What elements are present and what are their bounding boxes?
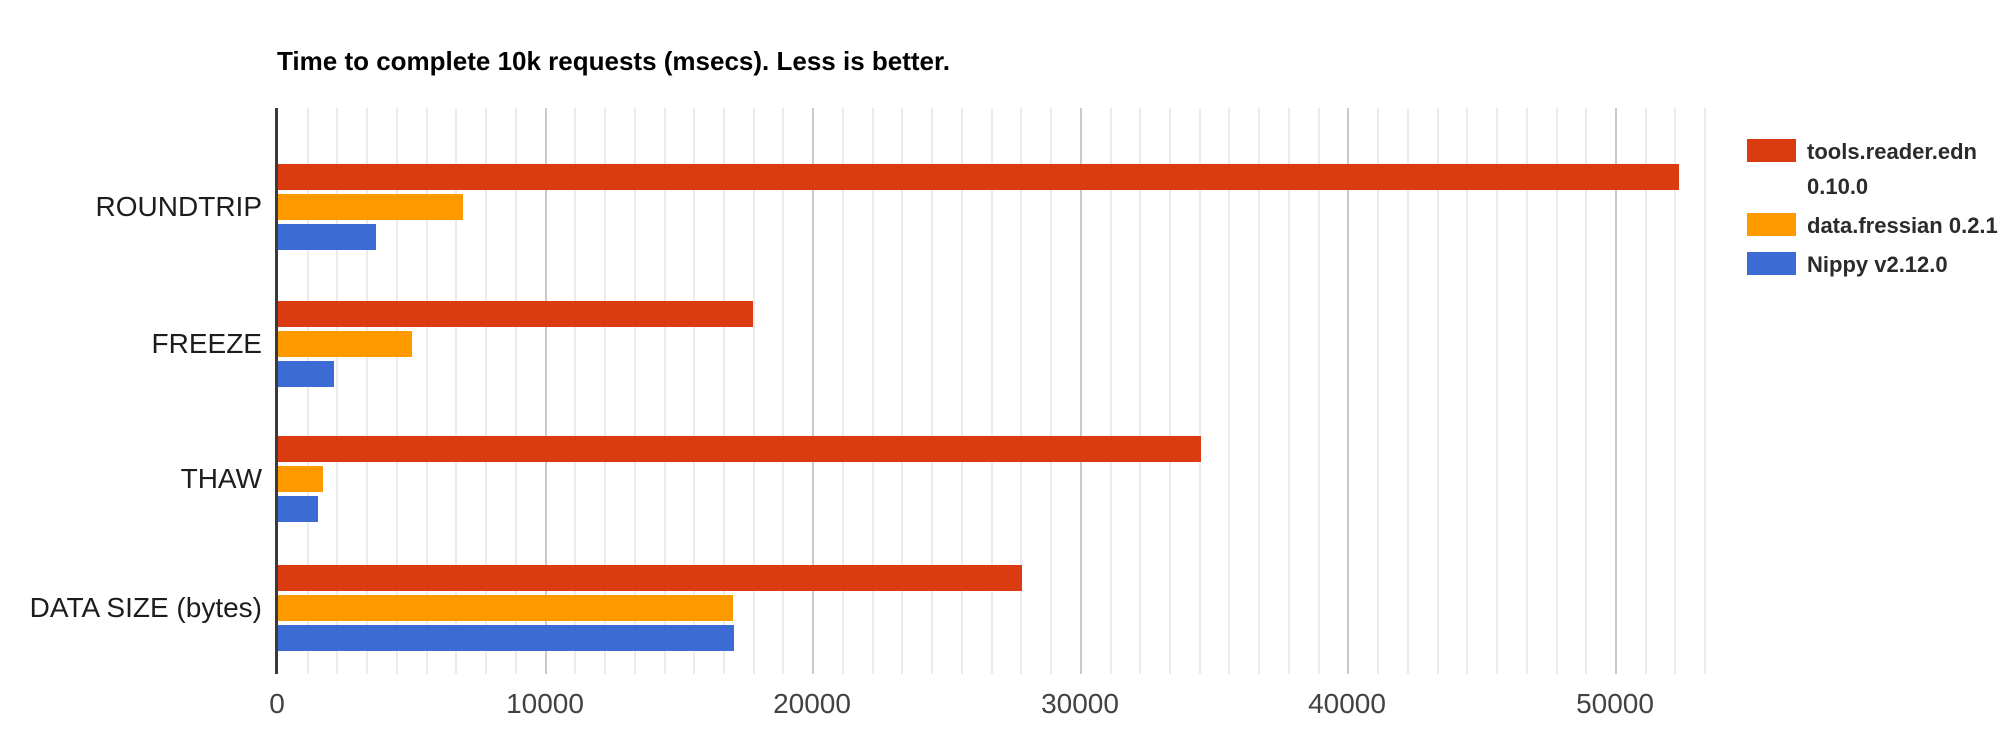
gridline-minor (515, 108, 517, 674)
gridline-minor (1050, 108, 1052, 674)
plot-area (277, 108, 1711, 674)
gridline-major (812, 108, 814, 674)
bar-data-size-bytes-nippy-v2-12-0[interactable] (278, 625, 734, 651)
gridline-minor (574, 108, 576, 674)
gridline-minor (1377, 108, 1379, 674)
category-label-roundtrip: ROUNDTRIP (95, 191, 262, 222)
gridline-minor (1288, 108, 1290, 674)
gridline-minor (1139, 108, 1141, 674)
gridline-minor (753, 108, 755, 674)
gridline-minor (1556, 108, 1558, 674)
x-tick-label-30000: 30000 (1041, 688, 1119, 719)
gridline-major (1615, 108, 1617, 674)
legend-item-data-fressian-0-2-1: data.fressian 0.2.1 (1747, 208, 2005, 243)
legend-item-nippy-v2-12-0: Nippy v2.12.0 (1747, 247, 2005, 282)
gridline-minor (1169, 108, 1171, 674)
gridline-minor (1674, 108, 1676, 674)
x-tick-label-20000: 20000 (773, 688, 851, 719)
legend-swatch-tools-reader-edn-0-10-0 (1747, 139, 1796, 162)
gridline-minor (1466, 108, 1468, 674)
gridline-major (1080, 108, 1082, 674)
gridline-minor (842, 108, 844, 674)
gridline-minor (1110, 108, 1112, 674)
gridline-minor (723, 108, 725, 674)
category-label-data-size-bytes: DATA SIZE (bytes) (29, 592, 262, 623)
gridline-minor (1645, 108, 1647, 674)
gridline-minor (1228, 108, 1230, 674)
gridline-minor (307, 108, 309, 674)
gridline-minor (1526, 108, 1528, 674)
gridline-minor (1585, 108, 1587, 674)
bar-roundtrip-nippy-v2-12-0[interactable] (278, 224, 376, 250)
legend-label: data.fressian 0.2.1 (1807, 213, 1998, 238)
gridline-minor (872, 108, 874, 674)
gridline-minor (1407, 108, 1409, 674)
gridline-minor (485, 108, 487, 674)
gridline-minor (693, 108, 695, 674)
legend-label: Nippy v2.12.0 (1807, 252, 1948, 277)
gridline-major (1347, 108, 1349, 674)
bar-thaw-nippy-v2-12-0[interactable] (278, 496, 318, 522)
legend-item-tools-reader-edn-0-10-0: tools.reader.edn 0.10.0 (1747, 134, 2005, 204)
gridline-minor (426, 108, 428, 674)
bar-freeze-tools-reader-edn-0-10-0[interactable] (278, 301, 753, 327)
gridline-major (545, 108, 547, 674)
bar-data-size-bytes-tools-reader-edn-0-10-0[interactable] (278, 565, 1022, 591)
x-tick-label-0: 0 (269, 688, 285, 719)
gridline-minor (366, 108, 368, 674)
gridline-minor (455, 108, 457, 674)
x-tick-label-10000: 10000 (506, 688, 584, 719)
legend-swatch-nippy-v2-12-0 (1747, 252, 1796, 275)
gridline-minor (1199, 108, 1201, 674)
category-label-freeze: FREEZE (151, 328, 262, 359)
gridline-minor (931, 108, 933, 674)
bar-data-size-bytes-data-fressian-0-2-1[interactable] (278, 595, 733, 621)
gridline-minor (961, 108, 963, 674)
gridline-minor (664, 108, 666, 674)
gridline-minor (604, 108, 606, 674)
bar-freeze-data-fressian-0-2-1[interactable] (278, 331, 412, 357)
bar-thaw-data-fressian-0-2-1[interactable] (278, 466, 323, 492)
y-axis-line (275, 108, 278, 674)
gridline-minor (1258, 108, 1260, 674)
x-tick-label-40000: 40000 (1308, 688, 1386, 719)
bar-roundtrip-tools-reader-edn-0-10-0[interactable] (278, 164, 1679, 190)
gridline-minor (782, 108, 784, 674)
gridline-minor (1318, 108, 1320, 674)
chart-title: Time to complete 10k requests (msecs). L… (277, 46, 950, 76)
bar-roundtrip-data-fressian-0-2-1[interactable] (278, 194, 463, 220)
gridline-minor (1020, 108, 1022, 674)
gridline-minor (1437, 108, 1439, 674)
gridline-minor (1496, 108, 1498, 674)
gridline-minor (336, 108, 338, 674)
gridline-minor (1704, 108, 1706, 674)
bar-thaw-tools-reader-edn-0-10-0[interactable] (278, 436, 1201, 462)
gridline-minor (901, 108, 903, 674)
bar-freeze-nippy-v2-12-0[interactable] (278, 361, 334, 387)
gridline-minor (991, 108, 993, 674)
x-tick-label-50000: 50000 (1576, 688, 1654, 719)
gridline-minor (634, 108, 636, 674)
legend-label: tools.reader.edn 0.10.0 (1807, 139, 1977, 199)
gridline-minor (396, 108, 398, 674)
legend: tools.reader.edn 0.10.0 data.fressian 0.2… (1747, 134, 2005, 282)
category-label-thaw: THAW (180, 463, 262, 494)
legend-swatch-data-fressian-0-2-1 (1747, 213, 1796, 236)
